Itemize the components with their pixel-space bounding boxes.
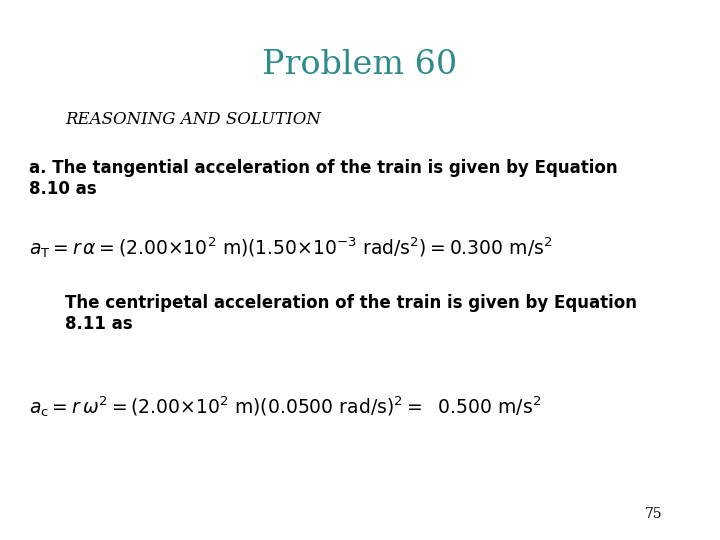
- Text: 75: 75: [645, 507, 662, 521]
- Text: $a_\mathrm{c} = r\,\omega^2 = (2.00{\times}10^2\ \mathrm{m})(0.0500\ \mathrm{rad: $a_\mathrm{c} = r\,\omega^2 = (2.00{\tim…: [29, 394, 541, 419]
- Text: The centripetal acceleration of the train is given by Equation
8.11 as: The centripetal acceleration of the trai…: [65, 294, 636, 333]
- Text: $a_\mathrm{T} = r\,\alpha = (2.00{\times}10^2\ \mathrm{m})(1.50{\times}10^{-3}\ : $a_\mathrm{T} = r\,\alpha = (2.00{\times…: [29, 235, 552, 260]
- Text: REASONING AND SOLUTION: REASONING AND SOLUTION: [65, 111, 320, 127]
- Text: a. The tangential acceleration of the train is given by Equation
8.10 as: a. The tangential acceleration of the tr…: [29, 159, 618, 198]
- Text: Problem 60: Problem 60: [262, 49, 458, 80]
